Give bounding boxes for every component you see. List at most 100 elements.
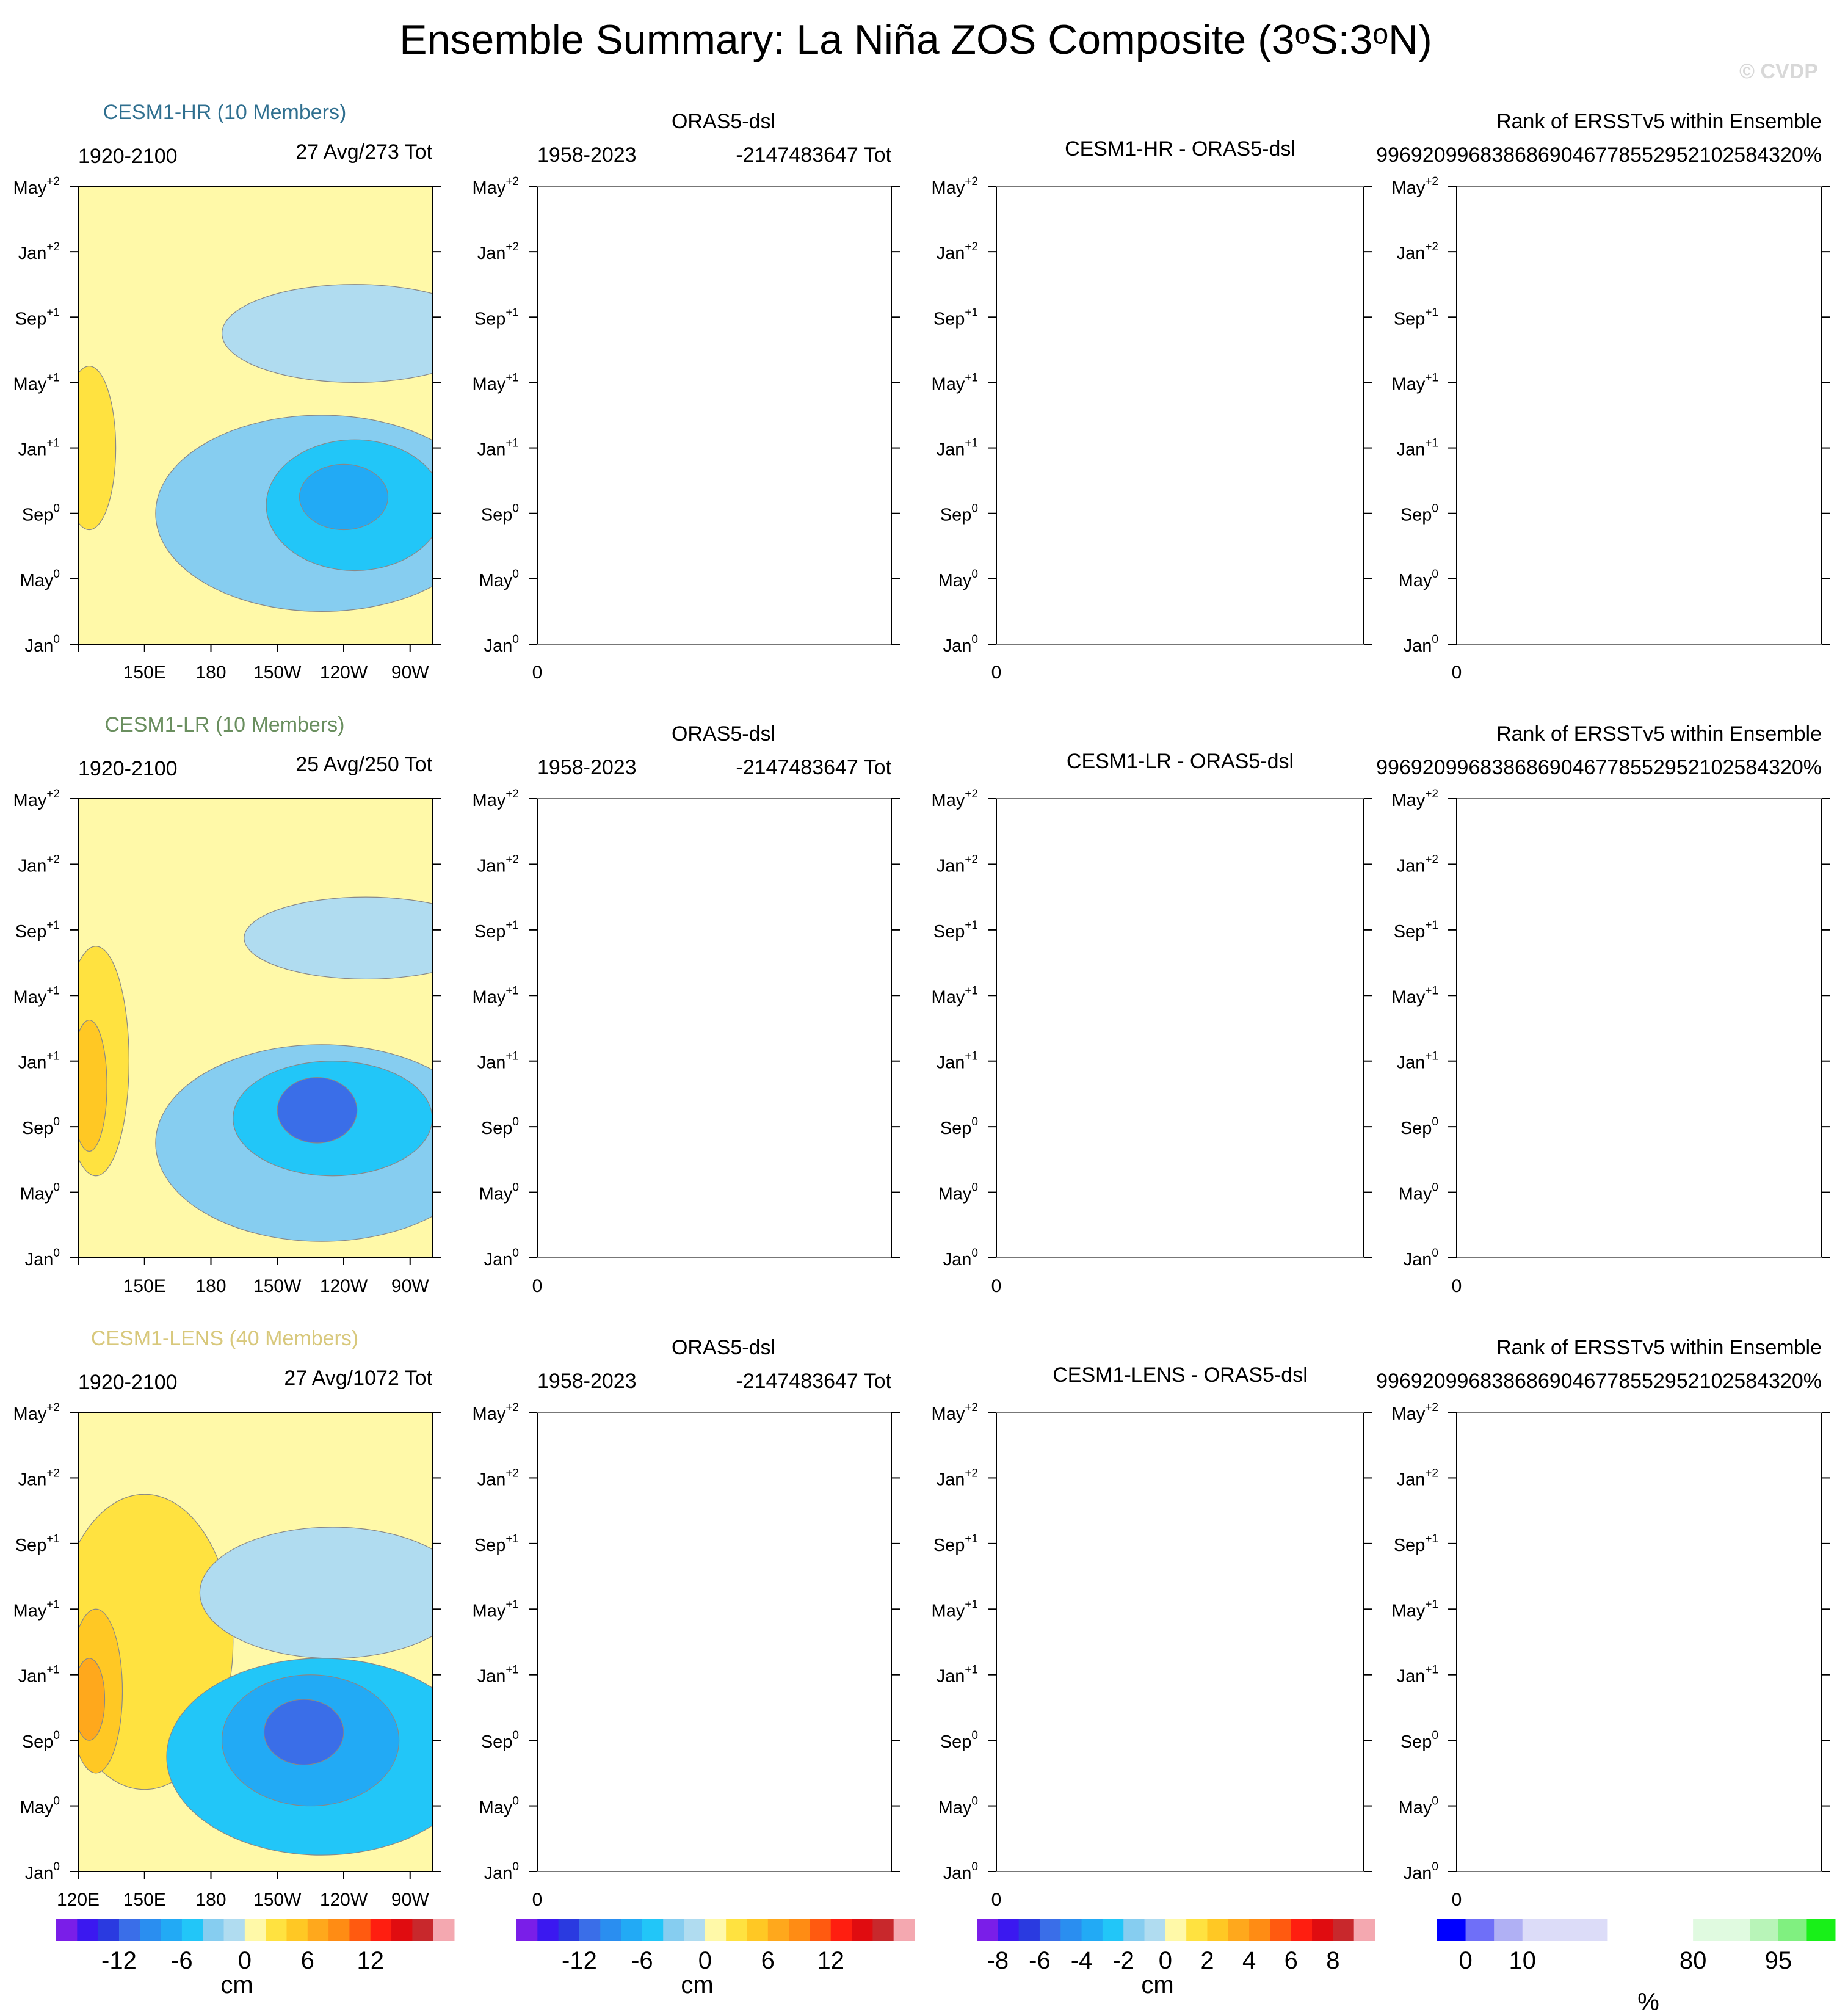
colorbar-label: -12 [101,1947,137,1974]
y-tick-month: May [1392,374,1426,394]
colorbar-swatch [1437,1919,1466,1941]
colorbar-label: 6 [761,1947,775,1974]
obs-counts: -2147483647 Tot [736,756,891,779]
y-tick-label: Sep+1 [1394,306,1438,329]
figure-title: Ensemble Summary: La Niña ZOS Composite … [399,16,1432,63]
x-tick-label: 150E [123,1276,166,1296]
y-tick-sup: +1 [505,1598,519,1611]
rank-title: Rank of ERSSTv5 within Ensemble [1496,722,1822,746]
colorbar-swatch [161,1919,183,1941]
y-tick-month: May [20,1798,54,1818]
colorbar-swatch [852,1919,873,1941]
x-tick-label: 150E [123,1890,166,1910]
colorbar-swatch [433,1919,455,1941]
colorbar-label: 80 [1680,1947,1707,1974]
y-tick-month: May [20,571,54,590]
contour-region [222,284,432,383]
contour-fills [78,1494,432,1856]
colorbar-label: -6 [631,1947,653,1974]
y-tick-month: Jan [1397,856,1426,876]
y-tick-label: May0 [20,568,60,590]
contour-region [299,463,389,531]
y-tick-sup: +1 [965,437,978,450]
contour-region [199,1527,432,1659]
y-tick-month: Jan [477,856,506,876]
y-tick-month: Sep [481,1732,513,1752]
colorbar-swatch [872,1919,894,1941]
colorbar-label: -8 [987,1947,1009,1974]
colorbar-swatch [977,1919,998,1941]
y-tick-label: Sep0 [940,1729,978,1752]
colorbar-swatch [1806,1919,1836,1941]
x-tick-label: 0 [532,1276,543,1296]
y-tick-sup: 0 [53,633,60,646]
y-tick-sup: 0 [971,503,978,515]
y-tick-sup: 0 [53,1795,60,1808]
y-tick-sup: 0 [971,633,978,646]
y-tick-sup: +2 [1425,241,1438,253]
colorbar-swatch [705,1919,727,1941]
y-tick-sup: 0 [971,1182,978,1194]
y-tick-label: May+2 [1392,788,1438,810]
y-tick-sup: 0 [971,1116,978,1128]
x-tick-label: 0 [1452,663,1462,683]
y-tick-label: May+1 [1392,371,1438,394]
y-tick-month: Jan [477,440,506,460]
y-tick-month: May [479,1185,513,1204]
y-tick-sup: +2 [46,788,60,801]
y-tick-label: Sep0 [481,503,519,525]
y-tick-label: May+2 [13,175,60,198]
contour-fills [78,896,432,1242]
colorbar-swatch [789,1919,810,1941]
y-tick-label: Jan+1 [477,1664,519,1686]
y-tick-sup: +1 [1425,984,1438,997]
colorbar: 0 10 80 95% [1437,1919,1836,2015]
panel-frame [78,1412,433,1872]
colorbar-swatch [328,1919,350,1941]
y-tick-label: Sep0 [22,1729,60,1752]
y-tick-sup: +1 [505,984,519,997]
colorbar-swatch [98,1919,120,1941]
y-tick-label: Sep+1 [933,1533,978,1555]
colorbar-label: 95 [1765,1947,1792,1974]
model-counts: 25 Avg/250 Tot [295,753,432,776]
y-tick-sup: +2 [505,175,519,188]
y-tick-sup: +2 [505,1401,519,1414]
y-tick-month: Jan [484,1864,513,1883]
colorbar-swatch [370,1919,392,1941]
x-tick-label: 120W [320,663,368,683]
contour-region [78,366,117,531]
y-tick-month: May [473,987,506,1007]
colorbar-swatch [1721,1919,1750,1941]
colorbar-swatch [1165,1919,1187,1941]
colorbar-swatch [118,1919,140,1941]
y-tick-label: May+2 [1392,1401,1438,1424]
y-tick-month: Sep [933,1536,965,1555]
colorbar-swatch [203,1919,225,1941]
y-tick-sup: +2 [965,788,978,801]
y-tick-label: Jan+1 [477,437,519,460]
y-tick-month: May [1392,987,1426,1007]
colorbar-swatch [558,1919,580,1941]
y-tick-label: Sep0 [1400,503,1438,525]
y-tick-month: Sep [940,506,972,525]
colorbar-label: -6 [1029,1947,1051,1974]
y-tick-label: Jan+1 [18,1664,60,1686]
y-tick-label: May+1 [932,371,978,394]
y-tick-sup: +2 [1425,853,1438,866]
y-tick-label: Jan+1 [1397,1664,1438,1686]
colorbar-label: 6 [301,1947,314,1974]
colorbar-swatch [266,1919,287,1941]
y-tick-sup: +2 [46,175,60,188]
y-tick-sup: +1 [965,984,978,997]
y-tick-month: Sep [481,506,513,525]
y-tick-label: Jan+2 [937,241,978,263]
y-tick-month: May [1392,1404,1426,1424]
y-tick-label: May0 [938,1795,978,1818]
colorbar-swatch [1249,1919,1270,1941]
colorbar-swatch [391,1919,413,1941]
colorbar-swatch [1522,1919,1551,1941]
y-tick-label: May0 [1399,1182,1438,1204]
contour-fills [78,284,432,612]
